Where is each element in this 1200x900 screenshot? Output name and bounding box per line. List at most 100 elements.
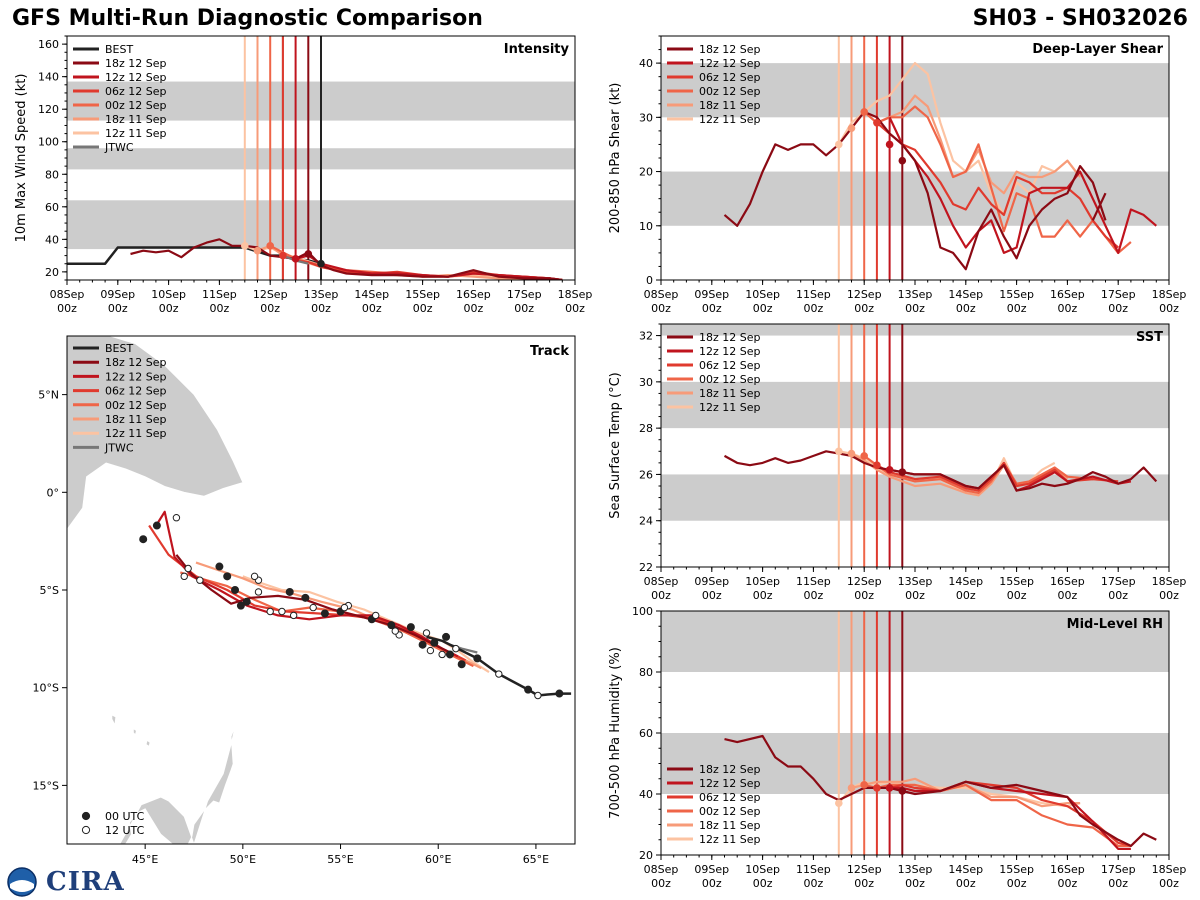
track-lat-label: 10°S — [33, 682, 59, 695]
track-marker-12utc — [184, 564, 192, 573]
rh-ylabel: 700-500 hPa Humidity (%) — [608, 647, 623, 819]
intensity-init-point — [241, 242, 249, 250]
track-marker-00utc — [442, 632, 451, 641]
track-marker-00utc — [473, 654, 482, 663]
land-mayotte — [145, 739, 151, 747]
shear-ytick-label: 30 — [639, 111, 653, 124]
rh-legend-label: 06z 12 Sep — [699, 791, 761, 804]
intensity-xtick-label: 00z — [311, 302, 331, 315]
rh-xtick-label: 10Sep — [745, 863, 780, 876]
track-legend-label: 12z 12 Sep — [105, 370, 167, 383]
intensity-xtick-label: 08Sep — [50, 288, 85, 301]
shear-ytick-label: 20 — [639, 166, 653, 179]
rh-xtick-label: 00z — [1058, 877, 1078, 890]
sst-xtick-label: 17Sep — [1101, 575, 1136, 588]
sst-xtick-label: 14Sep — [948, 575, 983, 588]
track-marker-00utc — [320, 609, 329, 618]
cira-logo: CIRA — [6, 866, 125, 898]
intensity-legend-label: 00z 12 Sep — [105, 99, 167, 112]
figure-title: GFS Multi-Run Diagnostic Comparison — [12, 6, 483, 31]
sst-xtick-label: 00z — [651, 589, 671, 602]
rh-xtick-label: 00z — [1108, 877, 1128, 890]
shear-ytick-label: 40 — [639, 57, 653, 70]
intensity-init-point — [279, 251, 287, 260]
rh-ytick-label: 80 — [639, 666, 653, 679]
sst-xtick-label: 09Sep — [694, 575, 729, 588]
track-legend-label: JTWC — [104, 441, 134, 454]
shear-xtick-label: 18Sep — [1152, 288, 1187, 301]
shear-xtick-label: 00z — [1058, 302, 1078, 315]
track-lon-label: 50°E — [230, 853, 256, 866]
sst-ytick-label: 32 — [639, 330, 653, 343]
intensity-legend-label: 12z 12 Sep — [105, 71, 167, 84]
intensity-init-point — [291, 255, 300, 263]
shear-xtick-label: 10Sep — [745, 288, 780, 301]
intensity-legend-label: JTWC — [104, 141, 134, 154]
intensity-xtick-label: 17Sep — [507, 288, 542, 301]
track-title: Track — [530, 344, 569, 359]
shear-ytick-label: 10 — [639, 220, 653, 233]
sst-ytick-label: 26 — [639, 468, 653, 481]
intensity-xtick-label: 10Sep — [151, 288, 186, 301]
track-marker-12utc — [438, 650, 446, 659]
sst-panel: 22242628303208Sep00z09Sep00z10Sep00z11Se… — [608, 323, 1187, 602]
rh-xtick-label: 16Sep — [1050, 863, 1085, 876]
shear-panel: 01020304008Sep00z09Sep00z10Sep00z11Sep00… — [608, 35, 1187, 315]
intensity-xtick-label: 00z — [362, 302, 382, 315]
track-lon-label: 45°E — [132, 853, 158, 866]
sst-xtick-label: 18Sep — [1152, 575, 1187, 588]
intensity-panel: 2040608010012014016008Sep00z09Sep00z10Se… — [14, 35, 592, 315]
intensity-xtick-label: 00z — [565, 302, 585, 315]
shear-init-point — [873, 118, 881, 127]
rh-xtick-label: 18Sep — [1152, 863, 1187, 876]
track-marker-00utc — [236, 601, 245, 610]
intensity-xtick-label: 15Sep — [405, 288, 440, 301]
track-line — [426, 635, 572, 697]
shear-xtick-label: 09Sep — [694, 288, 729, 301]
land-madagascar — [119, 726, 236, 844]
rh-legend-label: 12z 12 Sep — [699, 777, 761, 790]
rh-band-1 — [661, 611, 1169, 672]
intensity-ylabel: 10m Max Wind Speed (kt) — [14, 74, 29, 243]
land-comoros-2 — [132, 727, 137, 736]
sst-ylabel: Sea Surface Temp (°C) — [608, 372, 623, 519]
track-map-area — [67, 336, 575, 844]
track-marker-00utc — [445, 650, 454, 659]
track-marker-00utc — [457, 660, 466, 669]
rh-xtick-label: 00z — [702, 877, 722, 890]
rh-title: Mid-Level RH — [1067, 617, 1163, 632]
sst-xtick-label: 00z — [1108, 589, 1128, 602]
shear-xtick-label: 00z — [854, 302, 874, 315]
rh-xtick-label: 00z — [956, 877, 976, 890]
shear-xtick-label: 00z — [905, 302, 925, 315]
rh-legend-label: 00z 12 Sep — [699, 805, 761, 818]
sst-xtick-label: 10Sep — [745, 575, 780, 588]
sst-plot-area — [661, 324, 1169, 567]
track-marker-00utc — [215, 562, 224, 571]
track-marker-12utc — [196, 576, 204, 584]
track-legend-label: 18z 12 Sep — [105, 356, 167, 369]
shear-xtick-label: 00z — [1159, 302, 1179, 315]
land-africa — [67, 336, 244, 531]
rh-xtick-label: 08Sep — [644, 863, 679, 876]
track-marker-12utc — [172, 514, 181, 522]
rh-xtick-label: 00z — [1159, 877, 1179, 890]
shear-legend-label: 00z 12 Sep — [699, 85, 761, 98]
rh-xtick-label: 00z — [854, 877, 874, 890]
intensity-ytick-label: 160 — [38, 38, 59, 51]
track-lon-label: 65°E — [523, 853, 549, 866]
sst-legend-label: 06z 12 Sep — [699, 359, 761, 372]
sst-ytick-label: 24 — [639, 515, 653, 528]
rh-init-point — [898, 787, 907, 795]
shear-series-line — [888, 116, 1158, 254]
intensity-init-point — [266, 242, 275, 250]
shear-ytick-label: 0 — [646, 274, 653, 287]
track-legend-label: 18z 11 Sep — [105, 413, 167, 426]
intensity-xtick-label: 12Sep — [253, 288, 288, 301]
rh-init-point — [885, 784, 894, 792]
track-legend-label: 06z 12 Sep — [105, 385, 167, 398]
